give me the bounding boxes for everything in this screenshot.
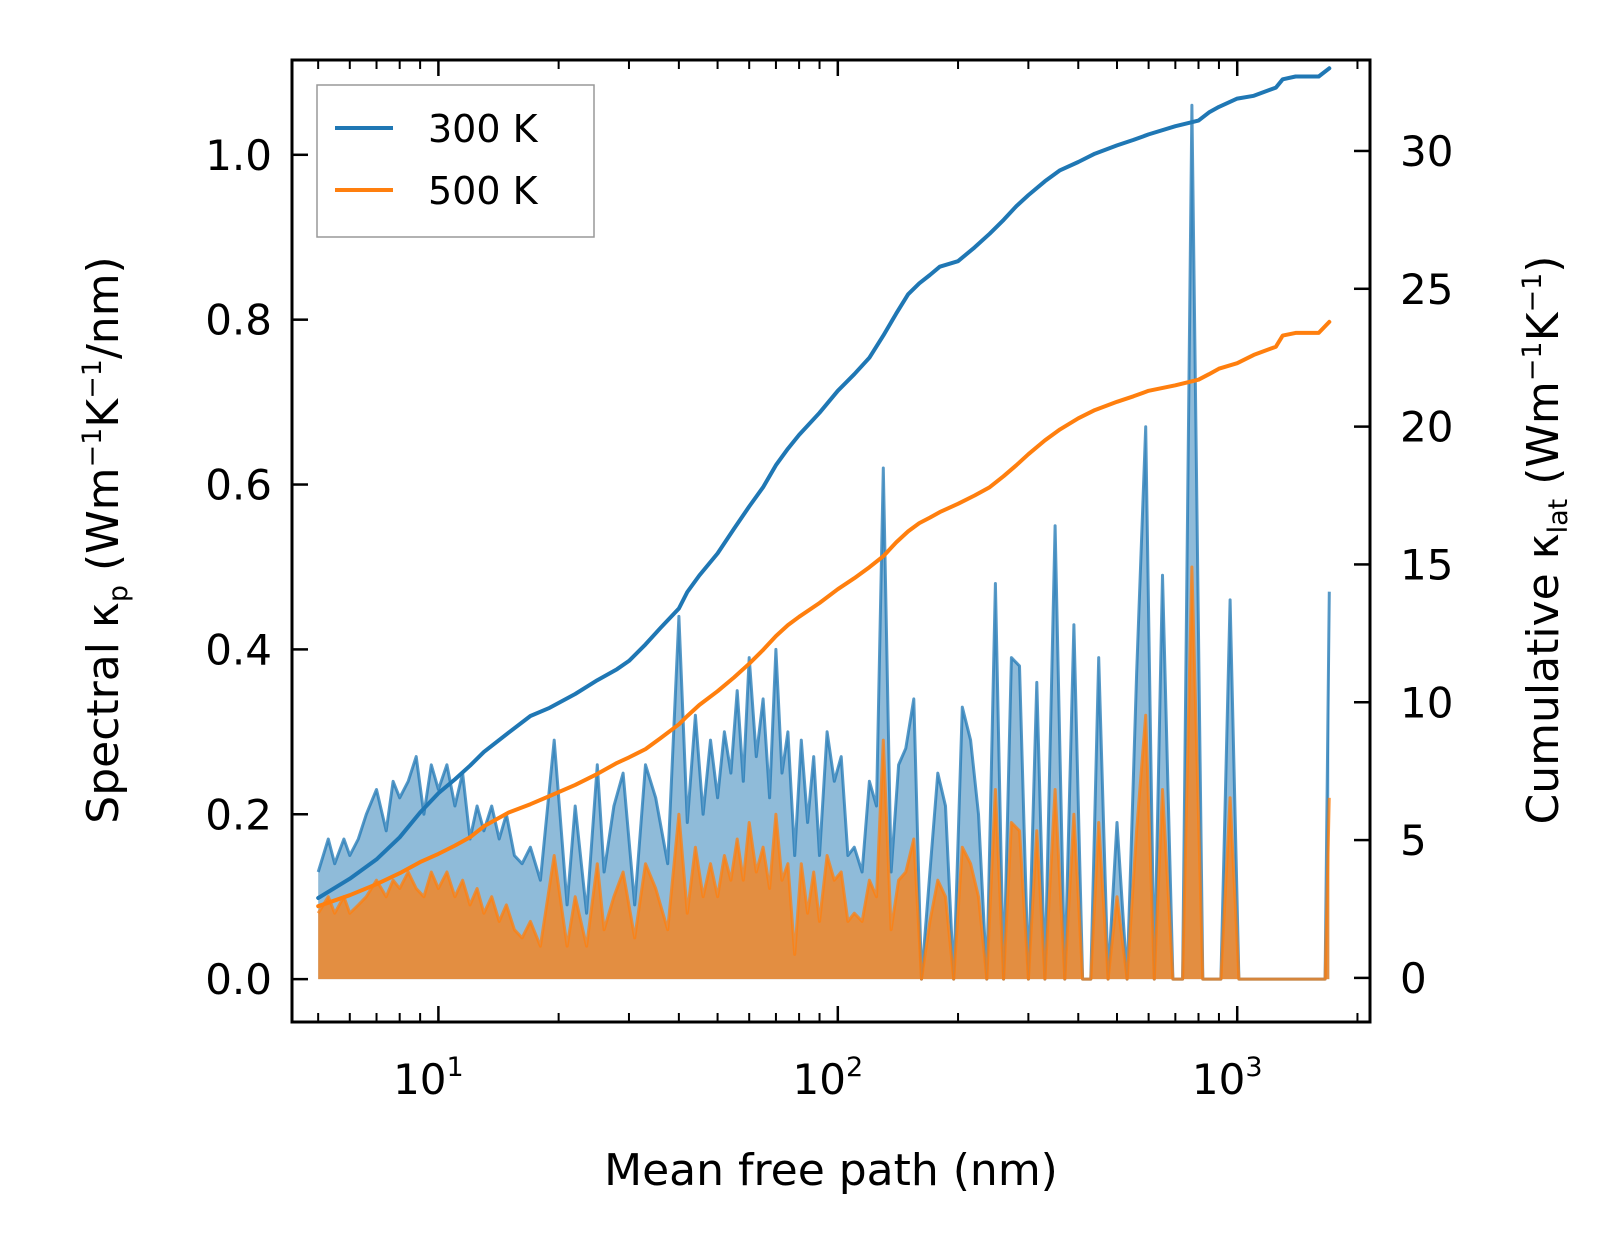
y-right-tick-label: 0: [1400, 954, 1427, 1003]
legend-label-300k: 300 K: [428, 107, 539, 151]
y-right-tick-label: 30: [1400, 127, 1453, 176]
y-left-tick-label: 0.8: [205, 296, 272, 345]
y-right-tick-label: 10: [1400, 678, 1453, 727]
line-300-k-cumulative: [316, 66, 1332, 900]
y-left-tick-label: 0.6: [205, 461, 272, 510]
spectral-fills: [316, 103, 1331, 981]
y-axis-label-right: Cumulative κlat (Wm−1K−1): [1517, 256, 1574, 825]
y-left-tick-label: 0.4: [205, 625, 272, 674]
line-500-k-cumulative: [316, 319, 1332, 909]
axis-ticks: 0.0 0.2 0.4 0.6 0.8 1.0 0 5 10 15 20 25 30 101 102 103: [205, 60, 1453, 1104]
y-left-tick-label: 1.0: [205, 131, 272, 180]
y-left-tick-label: 0.0: [205, 955, 272, 1004]
x-axis-label: Mean free path (nm): [604, 1145, 1058, 1196]
y-right-tick-label: 15: [1400, 540, 1453, 589]
x-tick-label: 103: [1192, 1052, 1263, 1104]
legend-box: [316, 84, 595, 238]
y-left-tick-label: 0.2: [205, 790, 272, 839]
legend-label-500k: 500 K: [428, 169, 539, 213]
x-tick-label: 101: [393, 1052, 464, 1104]
x-tick-label: 102: [792, 1052, 863, 1104]
line-500-k-spectral: [316, 565, 1331, 981]
y-right-tick-label: 5: [1400, 816, 1427, 865]
y-right-tick-label: 25: [1400, 265, 1453, 314]
y-axis-label-left: Spectral κp (Wm−1K−1/nm): [77, 256, 134, 823]
cumulative-lines: [316, 66, 1332, 909]
line-300-k-spectral: [316, 103, 1331, 981]
plot-frame: [290, 58, 1372, 1024]
legend: 300 K 500 K: [316, 84, 595, 238]
y-right-tick-label: 20: [1400, 403, 1453, 452]
